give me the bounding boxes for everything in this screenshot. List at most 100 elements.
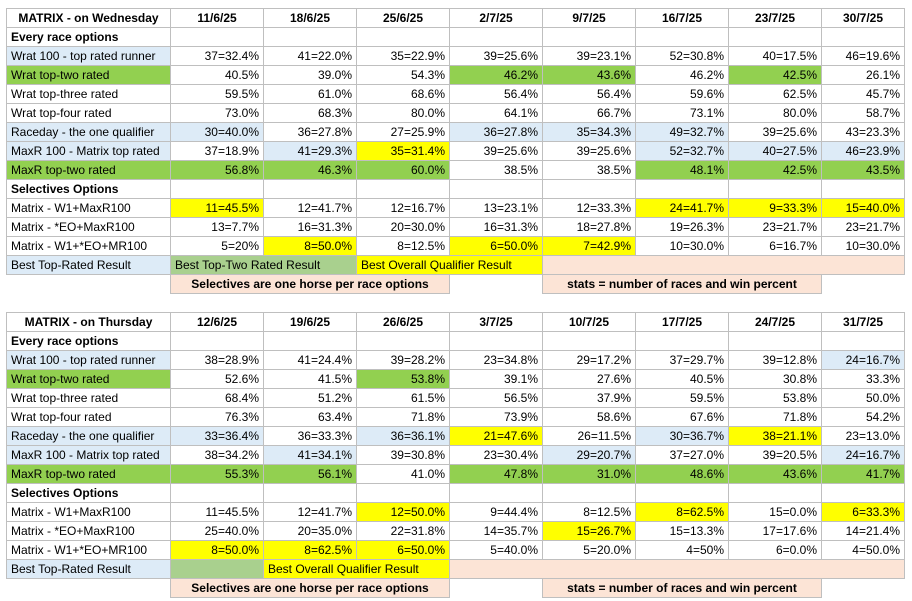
value-cell[interactable]: 4=50%	[635, 540, 729, 560]
cell[interactable]	[728, 331, 822, 351]
value-cell[interactable]: 39=30.8%	[356, 445, 450, 465]
value-cell[interactable]: 38=28.9%	[170, 350, 264, 370]
cell[interactable]	[542, 27, 636, 47]
cell[interactable]	[635, 179, 729, 199]
value-cell[interactable]: 52.6%	[170, 369, 264, 389]
value-cell[interactable]: 56.5%	[449, 388, 543, 408]
value-cell[interactable]: 8=50.0%	[170, 540, 264, 560]
value-cell[interactable]: 42.5%	[728, 160, 822, 180]
value-cell[interactable]: 37=27.0%	[635, 445, 729, 465]
value-cell[interactable]: 33.3%	[821, 369, 905, 389]
cell[interactable]	[821, 331, 905, 351]
value-cell[interactable]: 27.6%	[542, 369, 636, 389]
row-label[interactable]: Matrix - W1+*EO+MR100	[6, 236, 171, 256]
value-cell[interactable]: 43.6%	[542, 65, 636, 85]
date-header[interactable]: 17/7/25	[635, 312, 729, 332]
value-cell[interactable]: 45.7%	[821, 84, 905, 104]
value-cell[interactable]: 6=0.0%	[728, 540, 822, 560]
row-label[interactable]: Raceday - the one qualifier	[6, 122, 171, 142]
value-cell[interactable]: 10=30.0%	[635, 236, 729, 256]
cell[interactable]	[449, 559, 905, 579]
value-cell[interactable]: 46.2%	[449, 65, 543, 85]
cell[interactable]	[449, 331, 543, 351]
value-cell[interactable]: 40.5%	[635, 369, 729, 389]
value-cell[interactable]: 52=32.7%	[635, 141, 729, 161]
value-cell[interactable]: 13=23.1%	[449, 198, 543, 218]
value-cell[interactable]: 38=21.1%	[728, 426, 822, 446]
value-cell[interactable]: 39.1%	[449, 369, 543, 389]
value-cell[interactable]: 52=30.8%	[635, 46, 729, 66]
value-cell[interactable]: 8=12.5%	[356, 236, 450, 256]
cell[interactable]	[356, 179, 450, 199]
row-label[interactable]: Matrix - W1+MaxR100	[6, 198, 171, 218]
value-cell[interactable]: 40=27.5%	[728, 141, 822, 161]
value-cell[interactable]: 66.7%	[542, 103, 636, 123]
value-cell[interactable]: 41=22.0%	[263, 46, 357, 66]
value-cell[interactable]: 14=35.7%	[449, 521, 543, 541]
section-label[interactable]: Selectives Options	[6, 179, 171, 199]
value-cell[interactable]: 40.5%	[170, 65, 264, 85]
value-cell[interactable]: 54.2%	[821, 407, 905, 427]
value-cell[interactable]: 17=17.6%	[728, 521, 822, 541]
value-cell[interactable]: 20=35.0%	[263, 521, 357, 541]
value-cell[interactable]: 10=30.0%	[821, 236, 905, 256]
date-header[interactable]: 26/6/25	[356, 312, 450, 332]
legend-top-rated[interactable]: Best Top-Rated Result	[6, 255, 171, 275]
value-cell[interactable]: 51.2%	[263, 388, 357, 408]
stats-note[interactable]: stats = number of races and win percent	[542, 274, 822, 294]
value-cell[interactable]: 9=44.4%	[449, 502, 543, 522]
value-cell[interactable]: 64.1%	[449, 103, 543, 123]
cell[interactable]	[542, 483, 636, 503]
value-cell[interactable]: 80.0%	[728, 103, 822, 123]
value-cell[interactable]: 56.4%	[542, 84, 636, 104]
value-cell[interactable]: 5=40.0%	[449, 540, 543, 560]
row-label[interactable]: Wrat top-two rated	[6, 369, 171, 389]
value-cell[interactable]: 62.5%	[728, 84, 822, 104]
value-cell[interactable]: 36=27.8%	[263, 122, 357, 142]
value-cell[interactable]: 30=36.7%	[635, 426, 729, 446]
cell[interactable]	[263, 179, 357, 199]
value-cell[interactable]: 29=17.2%	[542, 350, 636, 370]
row-label[interactable]: Wrat top-four rated	[6, 407, 171, 427]
value-cell[interactable]: 6=50.0%	[356, 540, 450, 560]
cell[interactable]	[170, 483, 264, 503]
stats-note[interactable]: stats = number of races and win percent	[542, 578, 822, 598]
row-label[interactable]: Matrix - W1+MaxR100	[6, 502, 171, 522]
value-cell[interactable]: 73.0%	[170, 103, 264, 123]
value-cell[interactable]: 11=45.5%	[170, 502, 264, 522]
date-header[interactable]: 16/7/25	[635, 8, 729, 28]
value-cell[interactable]: 41.7%	[821, 464, 905, 484]
value-cell[interactable]: 8=12.5%	[542, 502, 636, 522]
value-cell[interactable]: 35=34.3%	[542, 122, 636, 142]
value-cell[interactable]: 39=25.6%	[728, 122, 822, 142]
value-cell[interactable]: 63.4%	[263, 407, 357, 427]
value-cell[interactable]: 39=25.6%	[449, 141, 543, 161]
value-cell[interactable]: 23=30.4%	[449, 445, 543, 465]
value-cell[interactable]: 23=34.8%	[449, 350, 543, 370]
value-cell[interactable]: 58.7%	[821, 103, 905, 123]
date-header[interactable]: 2/7/25	[449, 8, 543, 28]
value-cell[interactable]: 7=42.9%	[542, 236, 636, 256]
value-cell[interactable]: 43=23.3%	[821, 122, 905, 142]
value-cell[interactable]: 46.2%	[635, 65, 729, 85]
cell[interactable]	[542, 331, 636, 351]
date-header[interactable]: 9/7/25	[542, 8, 636, 28]
value-cell[interactable]: 9=33.3%	[728, 198, 822, 218]
value-cell[interactable]: 12=16.7%	[356, 198, 450, 218]
cell[interactable]	[635, 27, 729, 47]
value-cell[interactable]: 19=26.3%	[635, 217, 729, 237]
value-cell[interactable]: 14=21.4%	[821, 521, 905, 541]
cell[interactable]	[263, 331, 357, 351]
date-header[interactable]: 3/7/25	[449, 312, 543, 332]
date-header[interactable]: 24/7/25	[728, 312, 822, 332]
row-label[interactable]: MaxR 100 - Matrix top rated	[6, 445, 171, 465]
value-cell[interactable]: 37.9%	[542, 388, 636, 408]
value-cell[interactable]: 37=18.9%	[170, 141, 264, 161]
cell[interactable]	[728, 27, 822, 47]
value-cell[interactable]: 16=31.3%	[263, 217, 357, 237]
value-cell[interactable]: 73.9%	[449, 407, 543, 427]
value-cell[interactable]: 8=62.5%	[635, 502, 729, 522]
value-cell[interactable]: 39.0%	[263, 65, 357, 85]
row-label[interactable]: Wrat 100 - top rated runner	[6, 350, 171, 370]
value-cell[interactable]: 5=20%	[170, 236, 264, 256]
